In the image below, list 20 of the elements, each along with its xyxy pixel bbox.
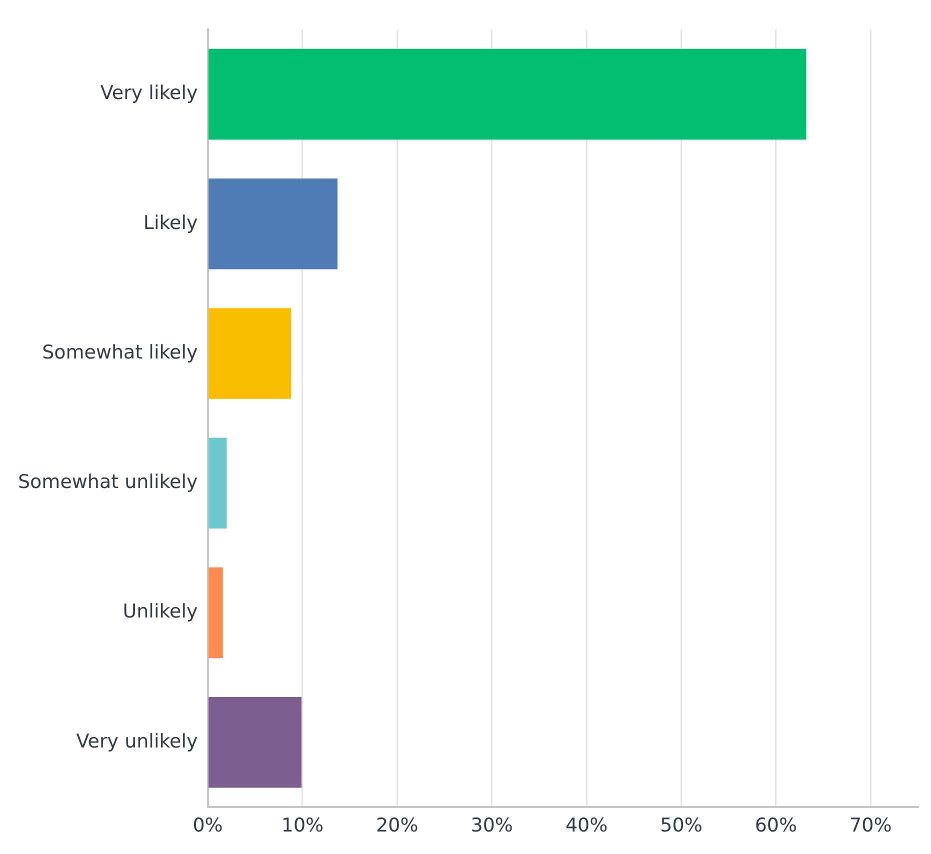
x-tick-label: 20% [376,814,418,837]
x-tick-label: 40% [565,814,608,837]
bar [208,178,338,270]
y-tick-label: Likely [143,212,198,234]
bar [208,438,227,528]
y-tick-label: Somewhat unlikely [18,471,198,494]
x-tick-label: 70% [850,814,892,837]
y-tick-label: Unlikely [122,600,198,623]
bar [208,697,302,788]
x-tick-label: 60% [754,814,798,837]
y-tick-label: Somewhat likely [42,341,198,364]
bar [208,567,223,658]
x-tick-label: 50% [660,814,702,837]
x-tick-label: 10% [281,814,324,837]
x-tick-label: 0% [192,814,223,837]
bar [208,48,806,140]
y-tick-label: Very unlikely [76,730,198,752]
bar [208,308,292,399]
x-tick-label: 30% [470,814,513,837]
y-tick-label: Very likely [100,82,198,104]
